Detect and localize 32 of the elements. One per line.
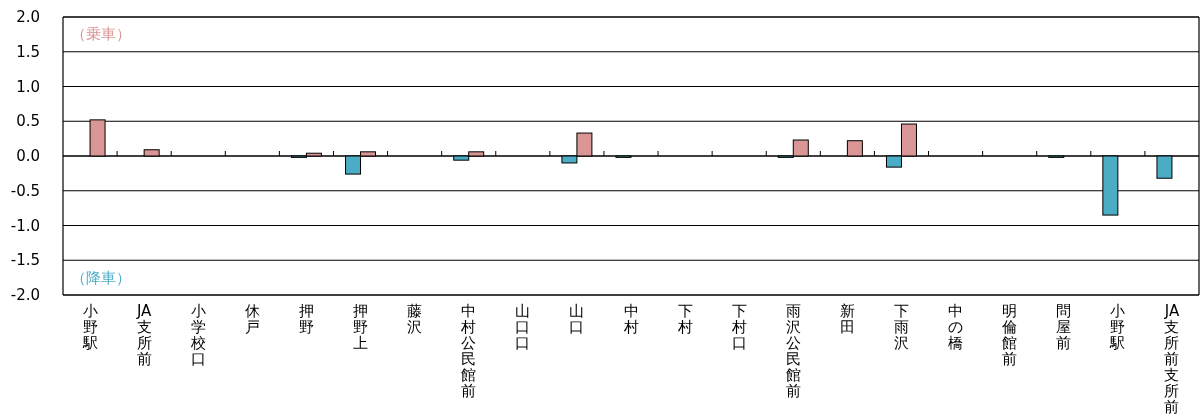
y-tick-label: 0.0	[16, 147, 40, 165]
x-tick-label: 明倫館前	[1001, 302, 1018, 368]
x-tick-label: 中村	[622, 302, 639, 336]
text: （降車）	[71, 269, 131, 287]
y-tick-label: 1.5	[16, 42, 40, 61]
x-tick-label: JA支所前	[135, 302, 153, 368]
text: （乗車）	[71, 25, 131, 43]
y-tick-label: -2.0	[10, 286, 40, 304]
x-tick-label: 押野	[298, 302, 314, 336]
x-tick-label: 藤沢	[407, 302, 423, 336]
x-tick-label: 問屋前	[1056, 302, 1072, 352]
x-tick-label: 小学校口	[189, 302, 206, 368]
x-tick-label: 小野駅	[81, 302, 98, 352]
x-tick-label: 休戸	[244, 302, 260, 336]
x-tick-label: 下雨沢	[893, 302, 909, 352]
x-tick-label: 雨沢公民館前	[785, 302, 801, 400]
x-tick-label: 山口口	[515, 302, 531, 352]
x-tick-label: 下村	[676, 302, 693, 336]
y-tick-label: 1.0	[16, 77, 40, 96]
y-tick-label: -1.0	[10, 216, 40, 235]
x-tick-label: 新田	[839, 302, 855, 336]
y-tick-label: -1.5	[10, 251, 40, 270]
x-tick-label: 中の橋	[948, 302, 964, 352]
y-tick-label: 0.5	[16, 112, 40, 131]
x-tick-label: 下村口	[730, 302, 747, 352]
x-tick-label: 山口	[569, 302, 585, 336]
x-tick-label: JA支所前支所前	[1163, 302, 1180, 416]
x-tick-label: 押野上	[353, 302, 369, 352]
y-tick-label: -0.5	[10, 181, 40, 200]
x-tick-label: 中村公民館前	[460, 302, 477, 400]
x-tick-label: 小野駅	[1109, 302, 1126, 352]
y-tick-label: 2.0	[16, 8, 40, 26]
